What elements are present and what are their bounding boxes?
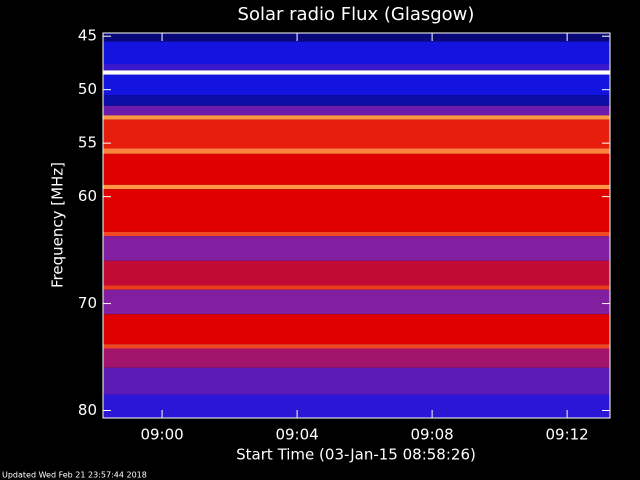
heat-band bbox=[103, 260, 610, 286]
heat-band bbox=[103, 74, 610, 96]
heat-band bbox=[103, 64, 610, 71]
y-tick-label: 55 bbox=[78, 134, 97, 152]
heat-band bbox=[103, 189, 610, 232]
heat-band bbox=[103, 314, 610, 345]
heat-band bbox=[103, 289, 610, 315]
heat-band bbox=[103, 367, 610, 395]
heat-band bbox=[103, 119, 610, 149]
heat-band bbox=[103, 105, 610, 116]
y-tick-label: 50 bbox=[78, 80, 97, 98]
plot-frame bbox=[102, 32, 611, 419]
heat-band bbox=[103, 394, 610, 418]
heat-band bbox=[103, 70, 610, 75]
heat-band bbox=[103, 115, 610, 120]
x-tick-label: 09:04 bbox=[275, 426, 318, 444]
heat-band bbox=[103, 153, 610, 185]
heat-band bbox=[103, 148, 610, 154]
heat-band bbox=[103, 344, 610, 349]
x-tick-label: 09:12 bbox=[546, 426, 589, 444]
chart-title: Solar radio Flux (Glasgow) bbox=[238, 4, 475, 25]
x-tick-label: 09:08 bbox=[410, 426, 453, 444]
heat-band bbox=[103, 95, 610, 106]
heat-band bbox=[103, 236, 610, 261]
heat-band bbox=[103, 231, 610, 237]
heat-band bbox=[103, 41, 610, 65]
y-axis-label: Frequency [MHz] bbox=[49, 162, 67, 288]
heat-band bbox=[103, 285, 610, 290]
x-tick-label: 09:00 bbox=[140, 426, 183, 444]
y-tick-label: 60 bbox=[78, 187, 97, 205]
x-axis-label: Start Time (03-Jan-15 08:58:26) bbox=[236, 446, 476, 464]
y-tick-label: 45 bbox=[78, 27, 97, 45]
y-tick-label: 70 bbox=[78, 294, 97, 312]
y-tick-label: 80 bbox=[78, 401, 97, 419]
heat-band bbox=[103, 33, 610, 42]
heat-band bbox=[103, 348, 610, 368]
heat-band bbox=[103, 184, 610, 190]
footer: Updated Wed Feb 21 23:57:44 2018 bbox=[2, 471, 147, 480]
